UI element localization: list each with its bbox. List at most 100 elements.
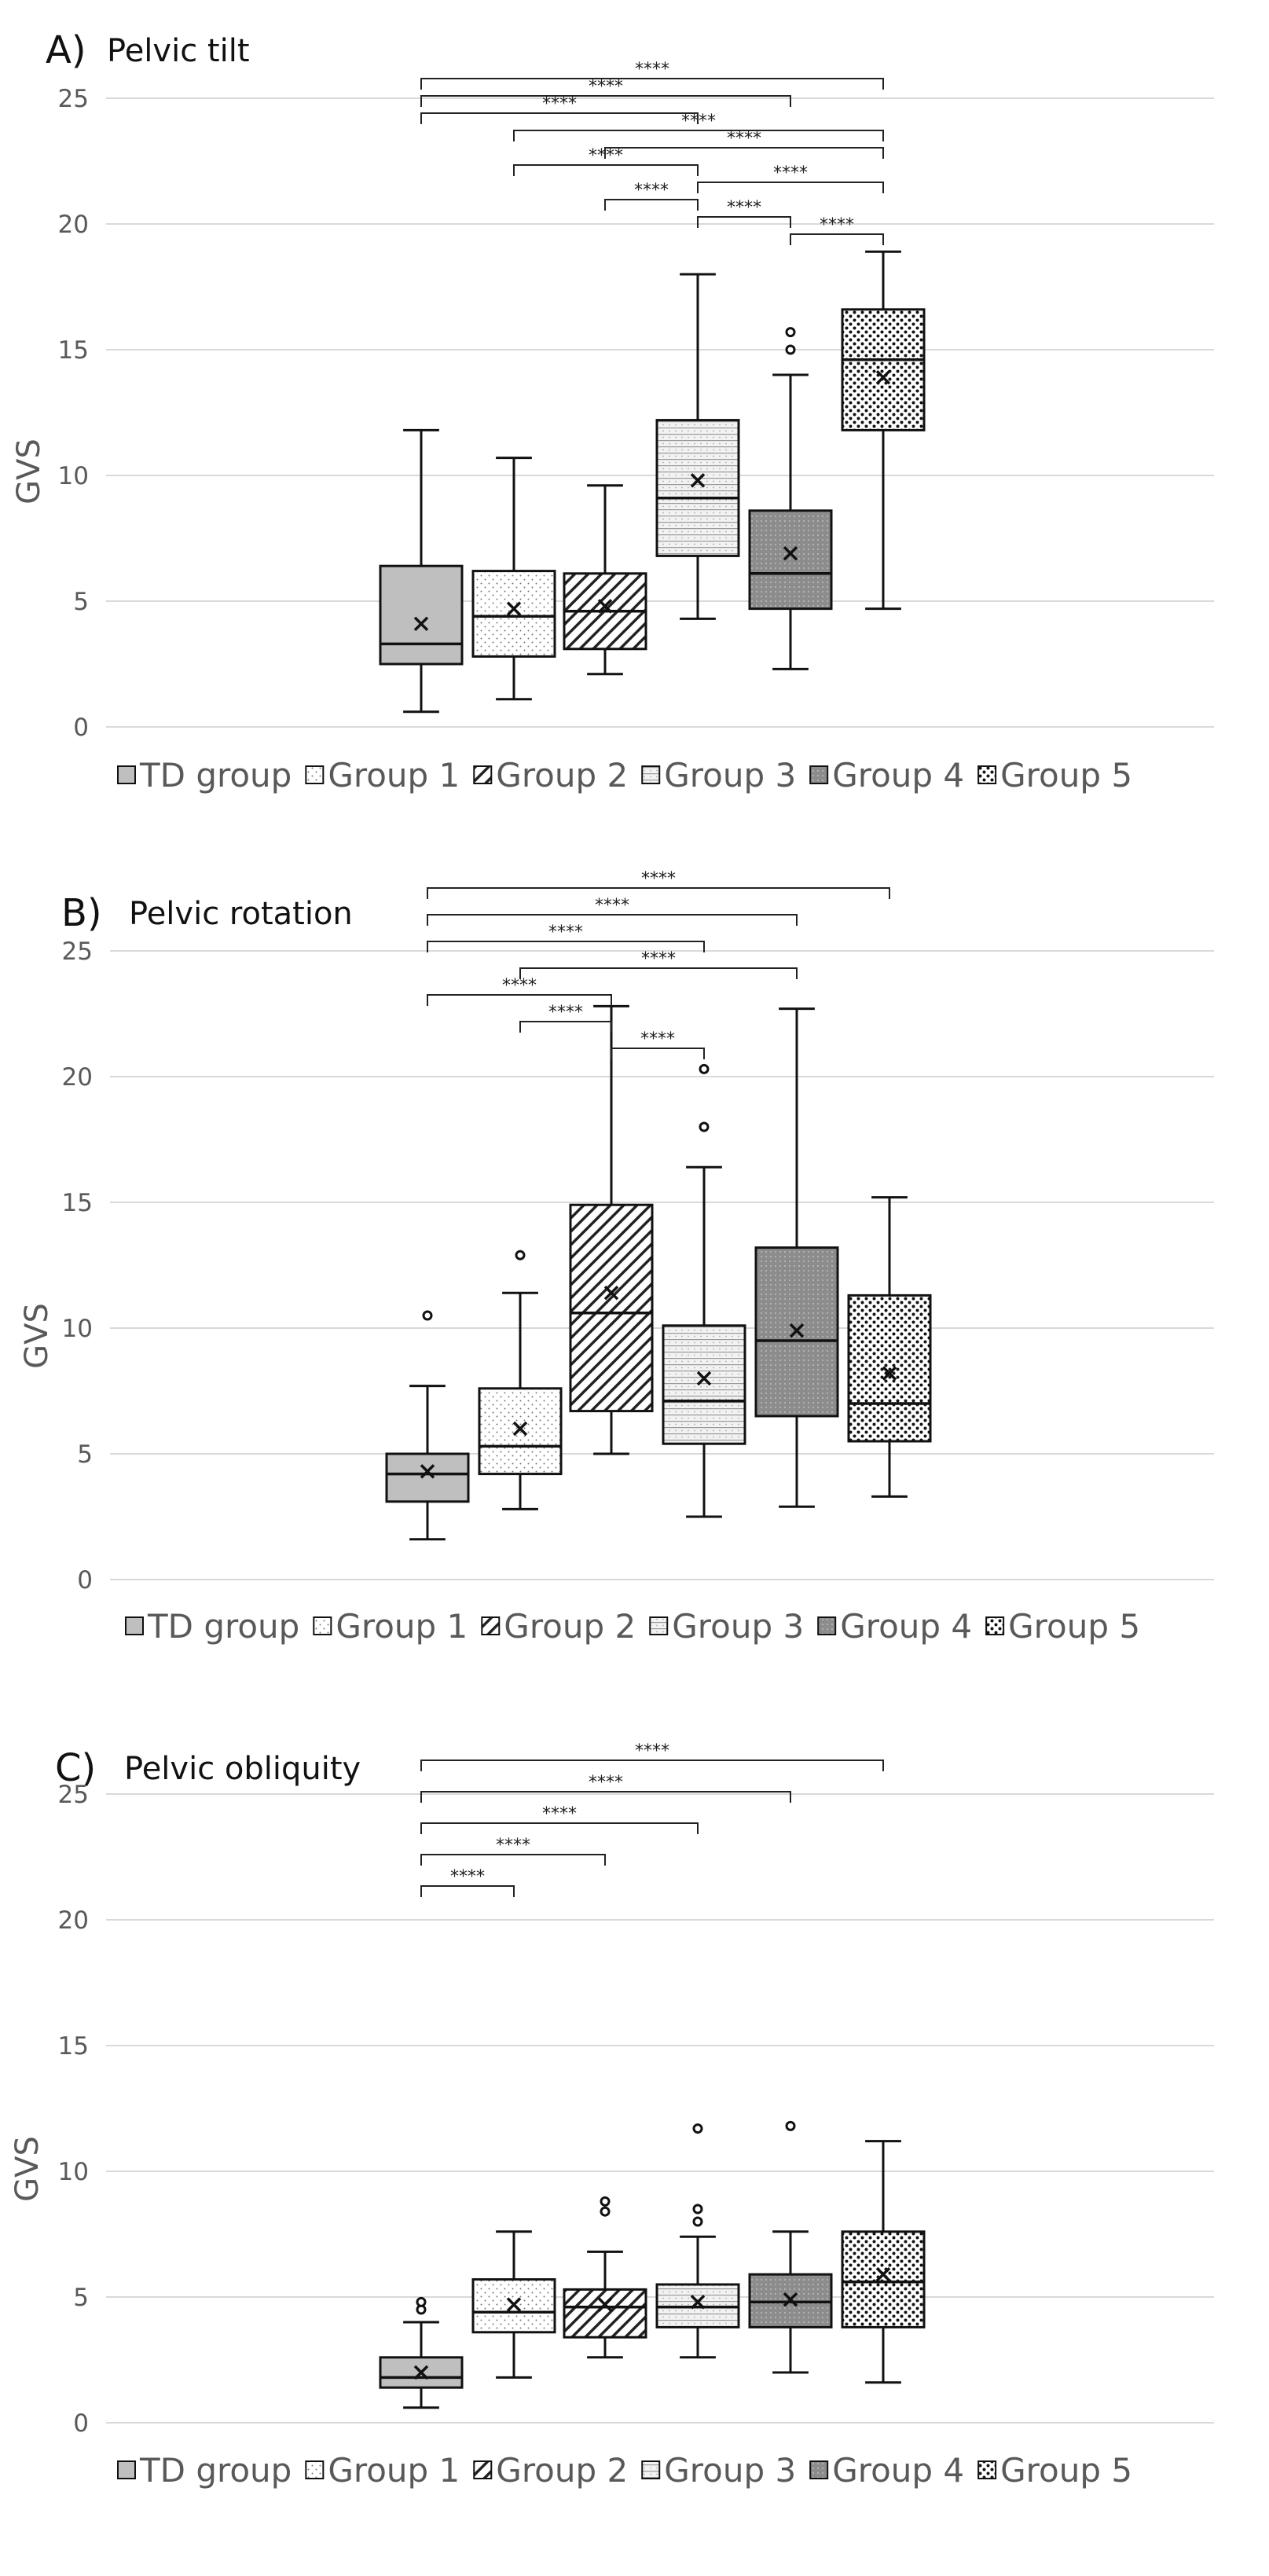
bracket-line bbox=[427, 914, 798, 926]
box-1 bbox=[478, 1249, 563, 1510]
y-tick-label: 25 bbox=[58, 1781, 89, 1809]
outlier-point bbox=[785, 344, 796, 355]
legend: TD group Group 1 Group 2 Group 3 Group 4 Grou… bbox=[117, 756, 1132, 794]
box-iqr bbox=[841, 308, 926, 431]
box-iqr bbox=[841, 2230, 926, 2328]
legend-label: Group 5 bbox=[1000, 756, 1132, 794]
legend-item: TD group bbox=[117, 2451, 292, 2490]
bracket-line bbox=[420, 1885, 515, 1897]
legend-swatch bbox=[473, 765, 493, 784]
y-tick-label: 10 bbox=[58, 462, 89, 490]
legend-swatch bbox=[125, 1616, 144, 1635]
bracket-line bbox=[604, 147, 884, 159]
significance-label: **** bbox=[502, 976, 537, 996]
box-2 bbox=[563, 2196, 647, 2359]
significance-label: **** bbox=[589, 77, 623, 97]
box-iqr bbox=[563, 2288, 647, 2339]
box-iqr bbox=[385, 1452, 470, 1503]
significance-bracket: **** bbox=[420, 1804, 699, 1834]
legend-swatch bbox=[817, 1616, 837, 1635]
y-tick-label: 5 bbox=[73, 2284, 89, 2312]
mean-marker bbox=[783, 2292, 798, 2307]
box-5 bbox=[847, 1196, 932, 1498]
panel-pelvic-tilt: A) Pelvic tilt GVS 0 5 10 15 20 25 **** **** ***… bbox=[11, 28, 1214, 742]
mean-marker bbox=[413, 616, 429, 632]
bracket-line bbox=[420, 78, 884, 90]
y-tick-label: 20 bbox=[62, 1063, 93, 1092]
significance-label: **** bbox=[589, 1773, 623, 1793]
significance-label: **** bbox=[640, 1029, 675, 1049]
box-0 bbox=[379, 2296, 464, 2409]
panel-title: Pelvic obliquity bbox=[124, 1751, 361, 1787]
legend-swatch bbox=[305, 765, 325, 784]
y-tick-label: 10 bbox=[58, 2158, 89, 2186]
outlier-point bbox=[515, 1249, 526, 1260]
legend-item: Group 2 bbox=[481, 1607, 636, 1646]
significance-bracket: **** bbox=[604, 129, 884, 159]
legend-item: Group 4 bbox=[817, 1607, 972, 1646]
legend-swatch bbox=[809, 2460, 829, 2479]
significance-bracket: **** bbox=[611, 1029, 705, 1059]
box-4 bbox=[748, 2120, 833, 2374]
legend-item: Group 5 bbox=[985, 1607, 1140, 1646]
legend-swatch bbox=[305, 2460, 325, 2479]
significance-bracket: **** bbox=[420, 1867, 515, 1897]
legend-label: TD group bbox=[139, 2451, 292, 2490]
legend-swatch bbox=[117, 765, 136, 784]
bracket-line bbox=[519, 967, 798, 979]
significance-label: **** bbox=[450, 1867, 485, 1887]
bracket-line bbox=[604, 199, 699, 211]
mean-marker bbox=[597, 2297, 613, 2312]
outlier-point bbox=[416, 2296, 427, 2307]
legend-label: TD group bbox=[139, 756, 292, 794]
legend-label: Group 3 bbox=[672, 1607, 804, 1646]
mean-marker bbox=[413, 2365, 429, 2380]
significance-bracket: **** bbox=[427, 869, 890, 899]
outlier-point bbox=[692, 2216, 703, 2227]
outlier-point bbox=[600, 2196, 611, 2207]
legend-item: Group 2 bbox=[473, 756, 628, 794]
significance-label: **** bbox=[635, 60, 669, 79]
legend-swatch bbox=[977, 765, 997, 784]
significance-bracket: **** bbox=[790, 215, 884, 245]
significance-bracket: **** bbox=[513, 146, 699, 176]
legend-label: Group 4 bbox=[840, 1607, 972, 1646]
significance-label: **** bbox=[641, 869, 676, 889]
legend-swatch bbox=[473, 2460, 493, 2479]
significance-label: **** bbox=[496, 1836, 530, 1855]
y-tick-label: 0 bbox=[77, 1566, 93, 1594]
significance-label: **** bbox=[727, 129, 761, 149]
significance-label: **** bbox=[542, 94, 577, 114]
panel-letter: B) bbox=[61, 891, 102, 935]
legend-label: Group 1 bbox=[328, 2451, 460, 2490]
legend-item: Group 4 bbox=[809, 756, 964, 794]
box-iqr bbox=[471, 2278, 556, 2334]
significance-label: **** bbox=[773, 163, 808, 183]
box-0 bbox=[379, 428, 464, 714]
mean-marker bbox=[789, 1323, 805, 1338]
y-tick-label: 20 bbox=[58, 211, 89, 239]
outlier-point bbox=[692, 2123, 703, 2134]
mean-marker bbox=[506, 601, 522, 616]
bracket-line bbox=[420, 1822, 699, 1834]
y-axis-label: GVS bbox=[11, 439, 47, 505]
legend-item: TD group bbox=[117, 756, 292, 794]
legend-swatch bbox=[649, 1616, 669, 1635]
significance-bracket: **** bbox=[519, 949, 798, 979]
legend-label: Group 1 bbox=[336, 1607, 468, 1646]
box-iqr bbox=[655, 419, 740, 557]
significance-label: **** bbox=[548, 923, 583, 942]
legend-swatch bbox=[641, 2460, 661, 2479]
box-2 bbox=[563, 484, 647, 676]
box-3 bbox=[655, 273, 740, 620]
mean-marker bbox=[875, 2266, 891, 2282]
legend-item: Group 2 bbox=[473, 2451, 628, 2490]
legend-swatch bbox=[985, 1616, 1005, 1635]
outlier-point bbox=[692, 2204, 703, 2215]
legend-item: TD group bbox=[125, 1607, 299, 1646]
y-axis-label: GVS bbox=[9, 2136, 46, 2202]
mean-marker bbox=[875, 369, 891, 385]
box-3 bbox=[662, 1063, 746, 1518]
outlier-point bbox=[785, 327, 796, 338]
